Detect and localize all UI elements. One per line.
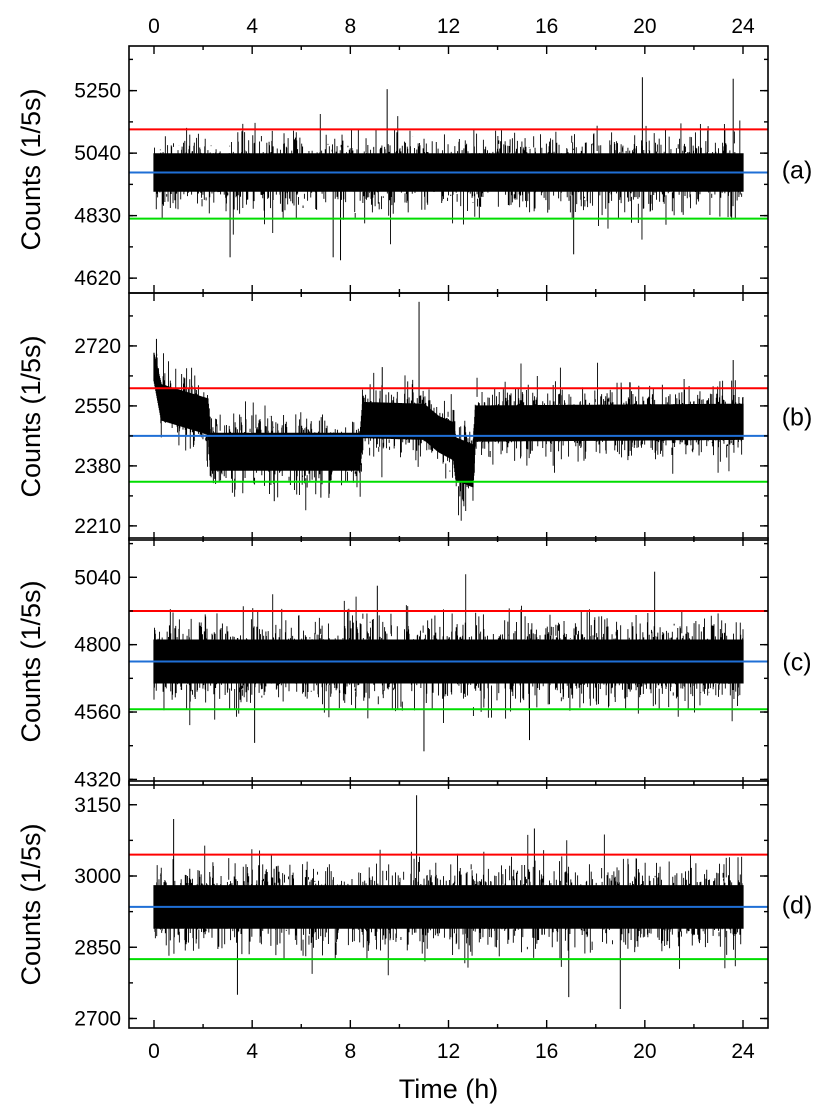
y-tick-label: 4620 [74,267,121,290]
x-tick-label: 20 [633,1040,656,1063]
panel-plot-area [153,301,744,521]
y-tick-label: 4800 [74,634,121,657]
y-tick-label: 2210 [74,515,121,538]
x-tick-label: 0 [148,1040,160,1063]
y-axis-title: Counts (1/5s) [16,88,46,250]
x-tick-label: 24 [731,1040,755,1063]
panel-b [129,301,768,521]
y-tick-label: 4560 [74,701,121,724]
x-tick-label-top: 16 [535,15,558,38]
panel-tag: (b) [782,404,813,432]
y-tick-label: 4320 [74,768,121,791]
panel-tag: (c) [782,649,811,677]
x-tick-label-top: 4 [246,15,258,38]
y-tick-label: 3000 [74,865,121,888]
x-tick-label-top: 24 [731,15,755,38]
y-tick-label: 4830 [74,205,121,228]
x-tick-label-top: 20 [633,15,656,38]
panel-c [129,571,768,752]
y-tick-label: 5040 [74,142,121,165]
x-tick-label: 4 [246,1040,258,1063]
y-tick-label: 5250 [74,80,121,103]
y-tick-label: 5040 [74,566,121,589]
y-tick-label: 3150 [74,794,121,817]
x-tick-label: 8 [344,1040,356,1063]
x-tick-label: 12 [437,1040,460,1063]
panel-d [129,795,768,1009]
panel-tag: (d) [782,892,813,920]
x-tick-label: 16 [535,1040,558,1063]
panel-tag: (a) [782,157,813,185]
y-axis-title: Counts (1/5s) [16,823,46,985]
y-tick-label: 2850 [74,936,121,959]
y-tick-label: 2720 [74,335,121,358]
y-axis-title: Counts (1/5s) [16,335,46,497]
count-trace-core [153,352,744,488]
chart-panels [129,77,768,1009]
chart-axes: 4620 4830 5040 5250 Counts (1/5s) (a) 2210 2380… [16,15,812,1063]
y-tick-label: 2380 [74,455,121,478]
x-tick-label-top: 8 [344,15,356,38]
panel-plot-area [153,795,744,1009]
x-axis-title: Time (h) [399,1074,499,1104]
y-axis-title: Counts (1/5s) [16,580,46,742]
y-tick-label: 2550 [74,395,121,418]
x-tick-label-top: 0 [148,15,160,38]
panel-plot-area [153,77,744,261]
panel-a [129,77,768,261]
x-tick-label-top: 12 [437,15,460,38]
y-tick-label: 2700 [74,1008,121,1031]
